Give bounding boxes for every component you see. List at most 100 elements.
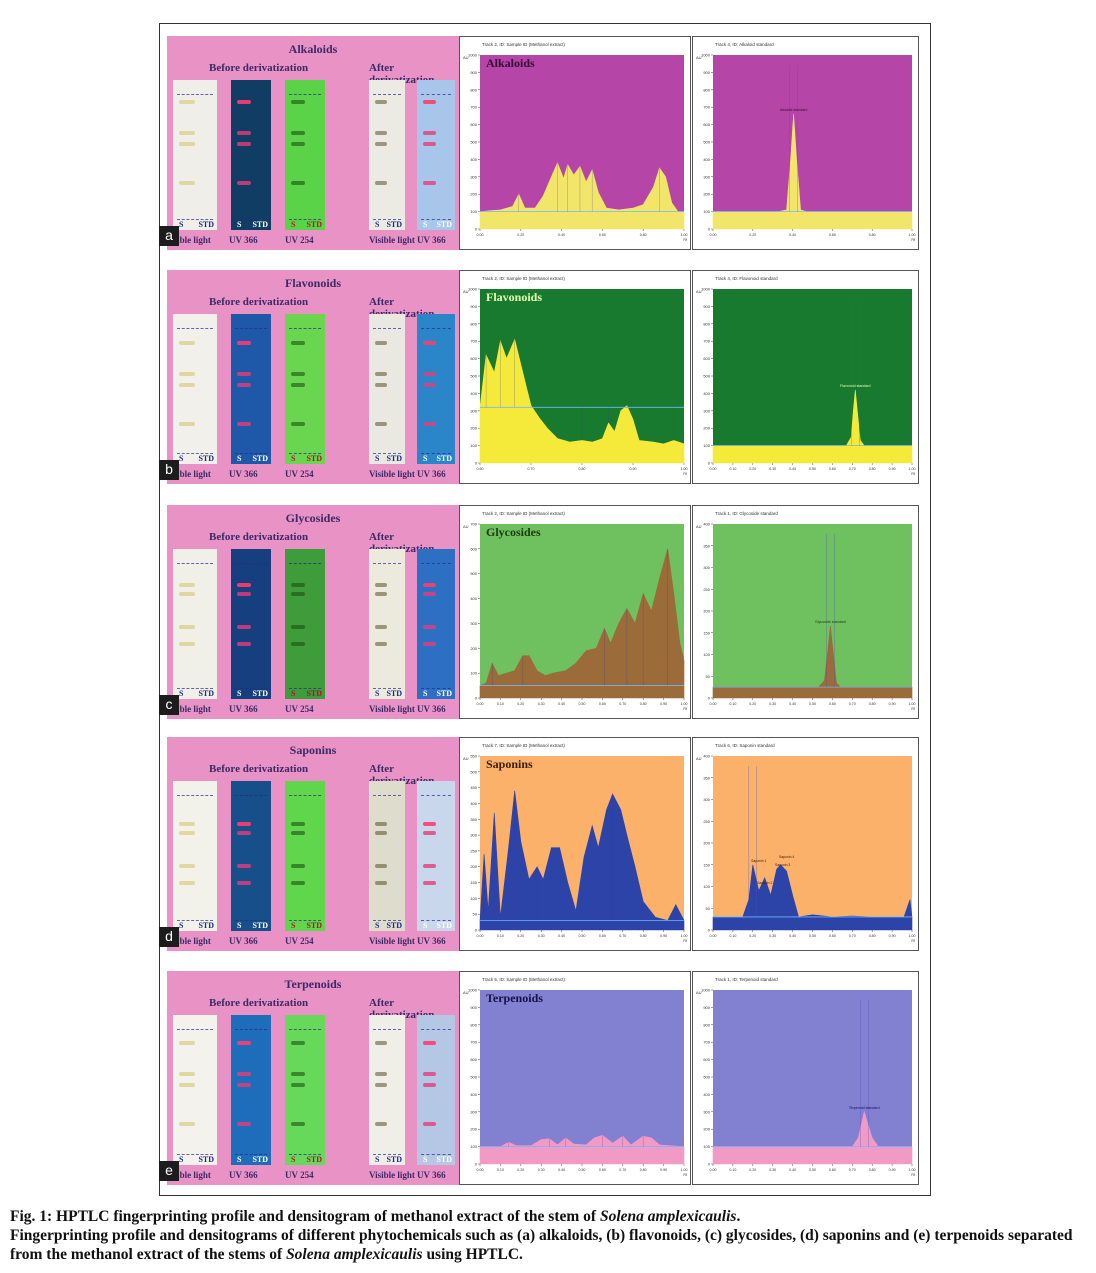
tlc-band: [423, 881, 436, 885]
origin-line: [289, 219, 321, 220]
lane-mark-standard: STD: [436, 1155, 452, 1164]
lane-mark-sample: S: [237, 1155, 242, 1164]
lane-mark-sample: S: [423, 689, 428, 698]
lane-mark-standard: STD: [386, 921, 402, 930]
densitogram-svg: Track 7, ID: Sample ID (Methanol extract…: [463, 743, 688, 943]
y-tick-label: 500: [470, 374, 477, 379]
solvent-front-line: [177, 795, 213, 796]
densitogram-svg: Track 2, ID: Sample ID (Methanol extract…: [463, 42, 688, 242]
tlc-band: [179, 592, 195, 596]
origin-line: [235, 920, 267, 921]
lane-mark-standard: STD: [386, 454, 402, 463]
solvent-front-line: [289, 94, 321, 95]
tlc-band: [375, 1041, 387, 1045]
x-tick-label: 0.90: [660, 1168, 667, 1172]
tlc-band: [291, 625, 305, 629]
lane-mark-sample: S: [291, 220, 296, 229]
lane-mark-sample: S: [179, 921, 184, 930]
x-tick-label: 0.50: [579, 1168, 586, 1172]
track-header: Track 5, ID: Sample ID (Methanol extract…: [482, 977, 565, 982]
origin-line: [421, 219, 451, 220]
origin-line: [177, 1154, 213, 1155]
lane-mark-sample: S: [375, 689, 380, 698]
tlc-plate: S STD: [285, 80, 325, 230]
y-tick-label: 350: [703, 775, 710, 780]
lane-mark-standard: STD: [198, 220, 214, 229]
lane-mark-sample: S: [237, 220, 242, 229]
y-tick-label: 300: [703, 797, 710, 802]
lane-mark-standard: STD: [436, 220, 452, 229]
y-tick-label: 900: [703, 70, 710, 75]
x-tick-label: 1.00: [909, 702, 916, 706]
y-tick-label: 1000: [468, 287, 478, 292]
densitogram-profile: [479, 1134, 685, 1165]
tlc-plate: S STD: [369, 781, 405, 931]
tlc-band: [179, 1072, 195, 1076]
x-tick-label: 0.70: [849, 467, 856, 471]
plate-light-label: UV 366: [417, 235, 446, 245]
lane-mark-sample: S: [291, 921, 296, 930]
y-tick-label: 0: [708, 1162, 711, 1167]
x-tick-label: 0.70: [849, 934, 856, 938]
tlc-band: [291, 592, 305, 596]
lane-mark-standard: STD: [436, 454, 452, 463]
x-tick-label: 0.80: [869, 1168, 876, 1172]
y-tick-label: 300: [470, 174, 477, 179]
tlc-band: [375, 592, 387, 596]
y-tick-label: 50: [706, 674, 711, 679]
x-tick-label: 0.30: [538, 702, 545, 706]
tlc-plate: S STD: [417, 1015, 455, 1165]
class-title: Flavonoids: [284, 276, 341, 290]
y-tick-label: 600: [703, 122, 710, 127]
x-tick-label: 0.90: [889, 467, 896, 471]
y-tick-label: 200: [470, 1127, 477, 1132]
x-tick-label: 0.90: [889, 1168, 896, 1172]
x-tick-label: 0.20: [517, 702, 524, 706]
x-tick-label: 0.90: [660, 702, 667, 706]
y-tick-label: 300: [470, 408, 477, 413]
x-tick-label: 0.00: [710, 233, 717, 237]
x-tick-label: 0.10: [497, 934, 504, 938]
x-tick-label: 0.40: [789, 934, 796, 938]
x-tick-label: 0.80: [640, 702, 647, 706]
lane-mark-standard: STD: [306, 921, 322, 930]
y-tick-label: 400: [703, 1092, 710, 1097]
y-tick-label: 1000: [468, 53, 478, 58]
tlc-band: [423, 642, 436, 646]
y-tick-label: 0: [708, 696, 711, 701]
y-tick-label: 1000: [701, 988, 711, 993]
tlc-plate: S STD: [231, 314, 271, 464]
before-derivatization-label: Before derivatization: [209, 997, 309, 1009]
y-tick-label: 0: [475, 928, 478, 933]
x-tick-label: 1.00: [681, 934, 688, 938]
lane-mark-sample: S: [237, 454, 242, 463]
x-tick-label: 0.80: [869, 233, 876, 237]
track-header: Track 2, ID: Sample ID (Methanol extract…: [482, 276, 565, 281]
x-tick-label: 0.60: [599, 934, 606, 938]
tlc-band: [237, 1041, 251, 1045]
densitogram-svg: Track 5, ID: Sample ID (Methanol extract…: [463, 977, 688, 1177]
tlc-band: [179, 1041, 195, 1045]
x-unit-label: Rf: [911, 238, 915, 242]
x-tick-label: 0.60: [829, 1168, 836, 1172]
chart-class-name: Glycosides: [486, 525, 541, 539]
plate-light-label: UV 254: [285, 235, 314, 245]
chart-class-name: Alkaloids: [486, 56, 535, 70]
origin-line: [289, 453, 321, 454]
tlc-plate: S STD: [417, 314, 455, 464]
x-tick-label: 0.30: [769, 702, 776, 706]
x-tick-label: 0.40: [789, 702, 796, 706]
lane-mark-sample: S: [375, 220, 380, 229]
tlc-plate: S STD: [369, 314, 405, 464]
x-tick-label: 0.40: [558, 702, 565, 706]
tlc-plate: S STD: [173, 80, 217, 230]
lane-mark-sample: S: [237, 921, 242, 930]
origin-line: [421, 453, 451, 454]
tlc-band: [179, 181, 195, 185]
before-derivatization-label: Before derivatization: [209, 763, 309, 775]
plot-area: [713, 524, 912, 698]
origin-line: [235, 1154, 267, 1155]
lane-mark-sample: S: [423, 921, 428, 930]
tlc-band: [375, 864, 387, 868]
